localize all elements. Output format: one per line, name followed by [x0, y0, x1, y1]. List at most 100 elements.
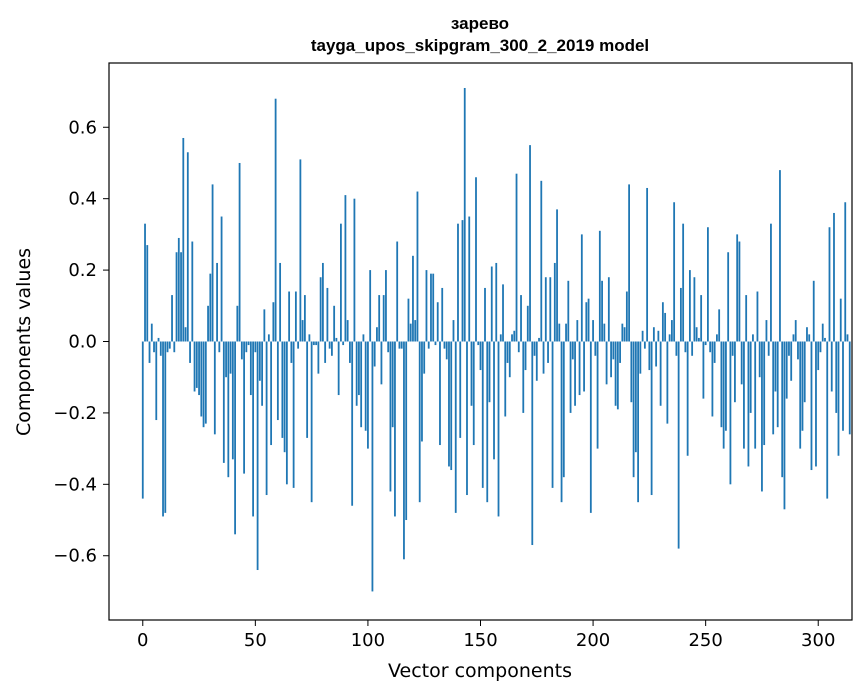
bar-103: [373, 341, 376, 367]
bar-181: [549, 277, 552, 342]
bar-72: [303, 295, 306, 342]
bar-62: [281, 341, 284, 438]
bar-88: [340, 223, 342, 342]
bar-29: [207, 305, 209, 342]
bar-236: [673, 202, 676, 342]
bar-153: [486, 341, 489, 503]
bar-154: [488, 341, 491, 403]
bar-303: [824, 337, 826, 342]
bar-87: [337, 341, 340, 396]
bar-294: [803, 341, 806, 403]
bar-279: [770, 223, 772, 342]
bar-291: [797, 341, 799, 360]
bar-289: [792, 334, 795, 342]
bar-219: [634, 341, 637, 453]
bar-93: [351, 341, 354, 506]
bar-39: [229, 341, 232, 374]
bar-35: [220, 216, 223, 342]
x-tick-label: 50: [244, 630, 267, 651]
bar-134: [443, 341, 446, 349]
bar-102: [371, 341, 374, 592]
bar-12: [168, 341, 171, 349]
bar-241: [684, 341, 687, 353]
bar-248: [700, 295, 703, 342]
bar-254: [713, 341, 716, 363]
bar-31: [211, 184, 214, 342]
bar-185: [558, 323, 561, 342]
y-tick-label: 0.4: [68, 189, 97, 210]
bar-278: [767, 341, 770, 356]
bars-group: [141, 87, 851, 592]
bar-232: [664, 312, 667, 342]
y-axis-ticks: −0.6 −0.4 −0.2 0.0 0.2 0.4 0.6: [53, 117, 109, 567]
bar-158: [497, 341, 500, 517]
bar-177: [540, 180, 543, 342]
bar-115: [400, 341, 403, 349]
bar-138: [452, 320, 455, 342]
bar-290: [794, 320, 797, 342]
bar-183: [553, 262, 556, 342]
bar-203: [598, 230, 601, 342]
bar-287: [788, 341, 790, 356]
y-tick-label: 0.6: [68, 117, 97, 138]
bar-302: [821, 323, 824, 342]
bar-198: [587, 298, 590, 342]
x-tick-label: 100: [351, 630, 385, 651]
bar-168: [520, 295, 522, 342]
bar-146: [470, 341, 473, 406]
bar-204: [601, 280, 603, 342]
bar-45: [243, 341, 245, 474]
bar-152: [484, 287, 486, 342]
bar-13: [171, 295, 173, 342]
bar-42: [236, 305, 239, 342]
bar-308: [835, 341, 838, 413]
bar-286: [785, 341, 788, 399]
bar-94: [353, 198, 356, 342]
bar-310: [839, 298, 842, 342]
bar-27: [202, 341, 205, 428]
bar-273: [756, 291, 759, 342]
bar-123: [418, 341, 421, 503]
bar-70: [299, 159, 302, 342]
bar-137: [450, 341, 453, 471]
bar-164: [511, 334, 513, 342]
bar-262: [731, 341, 734, 356]
bar-280: [772, 341, 775, 435]
bar-206: [605, 341, 608, 385]
bar-97: [360, 341, 363, 428]
bar-174: [533, 341, 536, 356]
bar-300: [817, 341, 820, 371]
bar-195: [580, 234, 583, 342]
bar-37: [225, 341, 227, 378]
bar-275: [761, 341, 763, 492]
bar-21: [189, 341, 191, 363]
bar-113: [396, 241, 399, 342]
bar-0: [141, 341, 144, 499]
bar-56: [267, 334, 270, 342]
bar-261: [729, 341, 732, 485]
bar-173: [531, 341, 534, 546]
bar-114: [398, 341, 401, 349]
bar-100: [367, 341, 369, 449]
bar-309: [837, 341, 840, 456]
bar-9: [162, 341, 164, 517]
bar-141: [459, 341, 462, 438]
bar-129: [432, 273, 435, 342]
bar-127: [427, 341, 430, 349]
bar-234: [668, 334, 671, 342]
bar-264: [736, 234, 739, 342]
x-tick-label: 300: [801, 630, 835, 651]
bar-83: [328, 341, 331, 349]
bar-54: [263, 309, 266, 342]
bar-292: [799, 341, 802, 449]
bar-193: [576, 320, 579, 342]
bar-296: [808, 334, 811, 342]
bar-170: [524, 341, 527, 371]
bar-235: [670, 320, 673, 342]
bar-227: [652, 327, 655, 342]
bar-313: [846, 334, 849, 342]
bar-51: [256, 341, 259, 571]
bar-81: [324, 341, 327, 363]
bar-272: [754, 341, 757, 449]
bar-156: [493, 341, 495, 460]
